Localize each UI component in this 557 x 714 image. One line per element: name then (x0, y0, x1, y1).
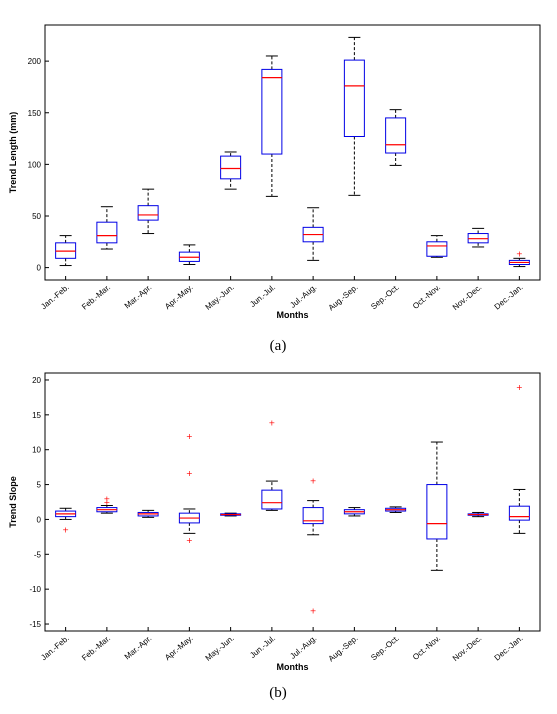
panel-a-x-tick-label: Apr.-May. (163, 283, 195, 312)
panel-b-x-tick-label: Oct.-Nov. (411, 634, 442, 662)
panel-b-x-tick-label: Nov.-Dec. (451, 634, 484, 663)
panel-b-boxes: ++++++++++ (55, 383, 530, 615)
panel-a-x-tick-label: Jun.-Jul. (248, 283, 277, 309)
panel-b-x-ticks: Jan.-Feb. Feb.-Mar. Mar.-Apr. Apr.-May. May.… (39, 627, 525, 664)
panel-b-y-tick-label: 15 (32, 411, 41, 420)
panel-b-outlier-jun-jul: + (269, 419, 276, 428)
panel-b-outlier-jul-aug: + (310, 606, 317, 615)
panel-a-y-tick-label: 0 (37, 264, 42, 273)
panel-b-x-tick-label: Apr.-May. (163, 634, 195, 663)
panel-b-x-tick-label: Jan.-Feb. (39, 634, 71, 663)
panel-b-outlier-feb-mar: + (104, 495, 111, 504)
panel-a-y-tick-label: 200 (28, 57, 42, 66)
panel-a-box-oct-nov (426, 241, 448, 257)
panel-a-x-tick-label: Oct.-Nov. (411, 283, 442, 311)
panel-a-box-aug-sep (343, 59, 365, 137)
panel-a-y-tick-label: 50 (32, 212, 41, 221)
panel-b-y-tick-label: 10 (32, 446, 41, 455)
panel-a-x-tick-label: Dec.-Jan. (493, 283, 525, 312)
panel-b-x-tick-label: Aug.-Sep. (327, 634, 360, 664)
panel-b-y-tick-label: 5 (37, 481, 42, 490)
panel-b-y-tick-label: 20 (32, 376, 41, 385)
panel-a-x-tick-label: May.-Jun. (204, 283, 236, 312)
panel-b-x-tick-label: Dec.-Jan. (493, 634, 525, 663)
panel-b-y-tick-label: -10 (29, 585, 41, 594)
panel-a-x-tick-label: Mar.-Apr. (123, 283, 154, 311)
panel-a-x-tick-label: Jul.-Aug. (288, 283, 318, 310)
panel-b-y-tick-label: -15 (29, 620, 41, 629)
panel-a-box-may-jun (220, 155, 242, 180)
panel-b-outlier-jan-feb: + (62, 525, 69, 534)
panel-a-caption: (a) (270, 338, 287, 354)
panel-b-x-tick-label: Feb.-Mar. (80, 634, 112, 663)
panel-b-y-tick-label: -5 (34, 550, 42, 559)
panel-a-trend-length: 0 50 100 150 200 + Jan.-Feb. Feb.-Mar. Mar.-Ap… (8, 24, 541, 354)
panel-a-x-tick-label: Feb.-Mar. (80, 283, 112, 312)
panel-b-box-jun-jul (261, 489, 283, 510)
panel-b-outlier-apr-may: + (186, 536, 193, 545)
panel-b-x-tick-label: May.-Jun. (204, 634, 236, 663)
panel-b-outlier-apr-may: + (186, 469, 193, 478)
panel-b-x-tick-label: Sep.-Oct. (369, 634, 401, 663)
panel-b-y-axis-label: Trend Slope (8, 476, 18, 528)
panel-b-x-axis-label: Months (277, 662, 309, 672)
panel-b-box-jul-aug (302, 507, 324, 525)
panel-a-y-axis-label: Trend Length (mm) (8, 112, 18, 194)
panel-b-plot-area (44, 372, 541, 632)
panel-a-y-tick-label: 150 (28, 109, 42, 118)
panel-a-x-tick-label: Sep.-Oct. (369, 283, 401, 312)
panel-a-x-axis-label: Months (277, 310, 309, 320)
panel-a-y-tick-label: 100 (28, 160, 42, 169)
panel-a-outlier-dec-jan: + (516, 250, 523, 259)
panel-b-outlier-dec-jan: + (516, 383, 523, 392)
panel-a-x-ticks: Jan.-Feb. Feb.-Mar. Mar.-Apr. Apr.-May. May.… (39, 276, 525, 313)
panel-b-y-tick-label: 0 (37, 515, 42, 524)
panel-a-x-tick-label: Aug.-Sep. (327, 283, 360, 313)
panel-b-x-tick-label: Mar.-Apr. (123, 634, 154, 662)
panel-b-box-dec-jan (508, 505, 530, 521)
panel-a-box-sep-oct (385, 117, 407, 154)
panel-b-outlier-jul-aug: + (310, 477, 317, 486)
panel-b-outlier-apr-may: + (186, 432, 193, 441)
panel-a-y-ticks: 0 50 100 150 200 (28, 57, 49, 273)
panel-a-boxes: + (55, 36, 530, 268)
panel-a-box-feb-mar (96, 221, 118, 244)
panel-a-x-tick-label: Jan.-Feb. (39, 283, 71, 312)
panel-a-box-mar-apr (137, 205, 159, 221)
panel-a-x-tick-label: Nov.-Dec. (451, 283, 484, 312)
panel-b-outlier-feb-mar: + (104, 498, 111, 507)
panel-b-caption: (b) (269, 685, 287, 701)
panel-b-x-tick-label: Jun.-Jul. (248, 634, 277, 660)
panel-b-box-oct-nov (426, 484, 448, 540)
panel-a-plot-area (44, 24, 541, 281)
panel-b-x-tick-label: Jul.-Aug. (288, 634, 318, 661)
panel-a-box-jun-jul (261, 68, 283, 155)
panel-b-y-ticks: -15 -10 -5 0 5 10 15 20 (29, 376, 49, 629)
